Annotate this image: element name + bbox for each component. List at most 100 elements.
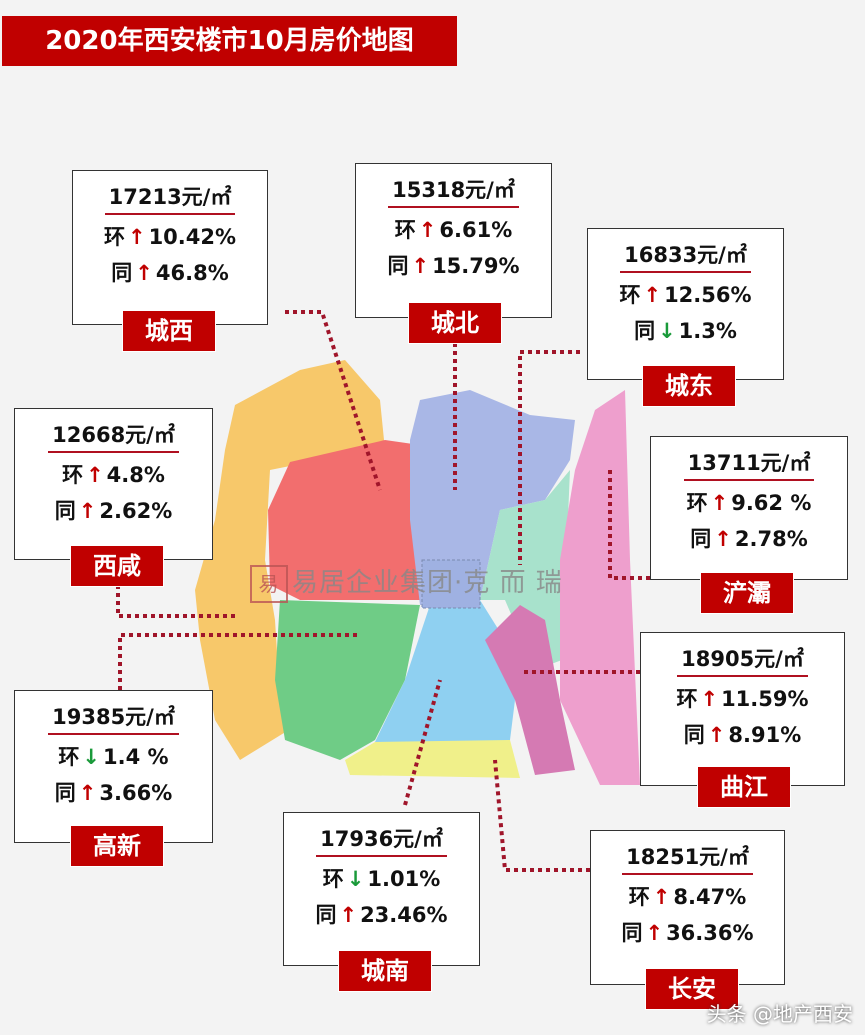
region-chengnan (375, 600, 515, 745)
yoy-value: 8.91% (728, 723, 802, 747)
arrow-up-icon: ↑ (78, 499, 97, 523)
arrow-down-icon: ↓ (82, 745, 101, 769)
mom-label: 环 (58, 745, 80, 769)
yoy-change: 同 ↑ 23.46% (284, 899, 479, 929)
mom-value: 6.61% (439, 218, 513, 242)
mom-value: 9.62 % (731, 491, 812, 515)
yoy-label: 同 (621, 921, 643, 945)
mom-label: 环 (686, 491, 708, 515)
watermark-logo: 易 (250, 564, 288, 603)
district-name-label: 高新 (70, 825, 164, 867)
central-district (421, 559, 481, 609)
district-name-label: 城东 (642, 365, 736, 407)
mom-change: 环 ↑ 6.61% (356, 214, 551, 244)
mom-change: 环 ↑ 12.56% (588, 279, 783, 309)
price-per-sqm: 18905元/㎡ (677, 643, 808, 677)
footer-credit: 头条 @地产西安 (706, 1002, 853, 1026)
yoy-change: 同 ↑ 2.62% (15, 495, 212, 525)
yoy-value: 23.46% (360, 903, 448, 927)
yoy-label: 同 (111, 261, 133, 285)
district-name-label: 城北 (408, 302, 502, 344)
price-per-sqm: 12668元/㎡ (48, 419, 179, 453)
yoy-change: 同 ↑ 46.8% (73, 257, 267, 287)
region-baqiao (480, 470, 570, 670)
mom-label: 环 (394, 218, 416, 242)
yoy-change: 同 ↑ 2.78% (651, 523, 847, 553)
mom-change: 环 ↑ 8.47% (591, 881, 784, 911)
yoy-label: 同 (634, 319, 656, 343)
region-xixian (195, 360, 385, 760)
mom-value: 11.59% (721, 687, 809, 711)
mom-change: 环 ↑ 4.8% (15, 459, 212, 489)
mom-change: 环 ↓ 1.01% (284, 863, 479, 893)
yoy-value: 46.8% (155, 261, 229, 285)
arrow-up-icon: ↑ (78, 781, 97, 805)
yoy-change: 同 ↓ 1.3% (588, 315, 783, 345)
mom-label: 环 (322, 867, 344, 891)
yoy-label: 同 (683, 723, 705, 747)
region-changan (345, 740, 520, 778)
price-per-sqm: 15318元/㎡ (388, 174, 519, 208)
yoy-label: 同 (690, 527, 712, 551)
district-name-label: 城西 (122, 310, 216, 352)
region-chanba (560, 390, 640, 785)
arrow-up-icon: ↑ (707, 723, 726, 747)
mom-change: 环 ↑ 11.59% (641, 683, 844, 713)
watermark-text: 易居企业集团·克 而 瑞 (292, 568, 563, 598)
arrow-up-icon: ↑ (411, 254, 430, 278)
mom-label: 环 (62, 463, 84, 487)
district-name-label: 西咸 (70, 545, 164, 587)
yoy-label: 同 (315, 903, 337, 927)
district-name-label: 曲江 (697, 766, 791, 808)
mom-value: 4.8% (106, 463, 165, 487)
district-name-label: 城南 (338, 950, 432, 992)
mom-label: 环 (628, 885, 650, 909)
yoy-label: 同 (54, 781, 76, 805)
arrow-up-icon: ↑ (714, 527, 732, 551)
price-per-sqm: 17936元/㎡ (316, 823, 447, 857)
mom-change: 环 ↑ 9.62 % (651, 487, 847, 517)
yoy-label: 同 (54, 499, 76, 523)
arrow-up-icon: ↑ (652, 885, 671, 909)
yoy-change: 同 ↑ 3.66% (15, 777, 212, 807)
yoy-value: 1.3% (678, 319, 737, 343)
arrow-up-icon: ↑ (700, 687, 719, 711)
price-per-sqm: 13711元/㎡ (683, 447, 815, 481)
mom-value: 1.4 % (103, 745, 169, 769)
yoy-change: 同 ↑ 15.79% (356, 250, 551, 280)
region-qujiang (485, 605, 575, 775)
price-per-sqm: 18251元/㎡ (622, 841, 753, 875)
yoy-value: 2.62% (99, 499, 173, 523)
arrow-up-icon: ↑ (86, 463, 104, 487)
arrow-up-icon: ↑ (127, 225, 146, 249)
mom-value: 10.42% (148, 225, 237, 249)
mom-value: 12.56% (664, 283, 752, 307)
price-per-sqm: 17213元/㎡ (104, 181, 236, 215)
arrow-down-icon: ↓ (658, 319, 676, 343)
arrow-down-icon: ↓ (346, 867, 365, 891)
price-per-sqm: 19385元/㎡ (48, 701, 179, 735)
yoy-value: 2.78% (734, 527, 808, 551)
mom-label: 环 (619, 283, 641, 307)
mom-label: 环 (676, 687, 698, 711)
mom-value: 8.47% (673, 885, 747, 909)
yoy-value: 15.79% (432, 254, 520, 278)
arrow-up-icon: ↑ (645, 921, 664, 945)
arrow-up-icon: ↑ (710, 491, 729, 515)
arrow-up-icon: ↑ (643, 283, 662, 307)
price-per-sqm: 16833元/㎡ (620, 239, 751, 273)
arrow-up-icon: ↑ (339, 903, 358, 927)
mom-change: 环 ↓ 1.4 % (15, 741, 212, 771)
yoy-change: 同 ↑ 8.91% (641, 719, 844, 749)
yoy-change: 同 ↑ 36.36% (591, 917, 784, 947)
yoy-value: 3.66% (99, 781, 173, 805)
